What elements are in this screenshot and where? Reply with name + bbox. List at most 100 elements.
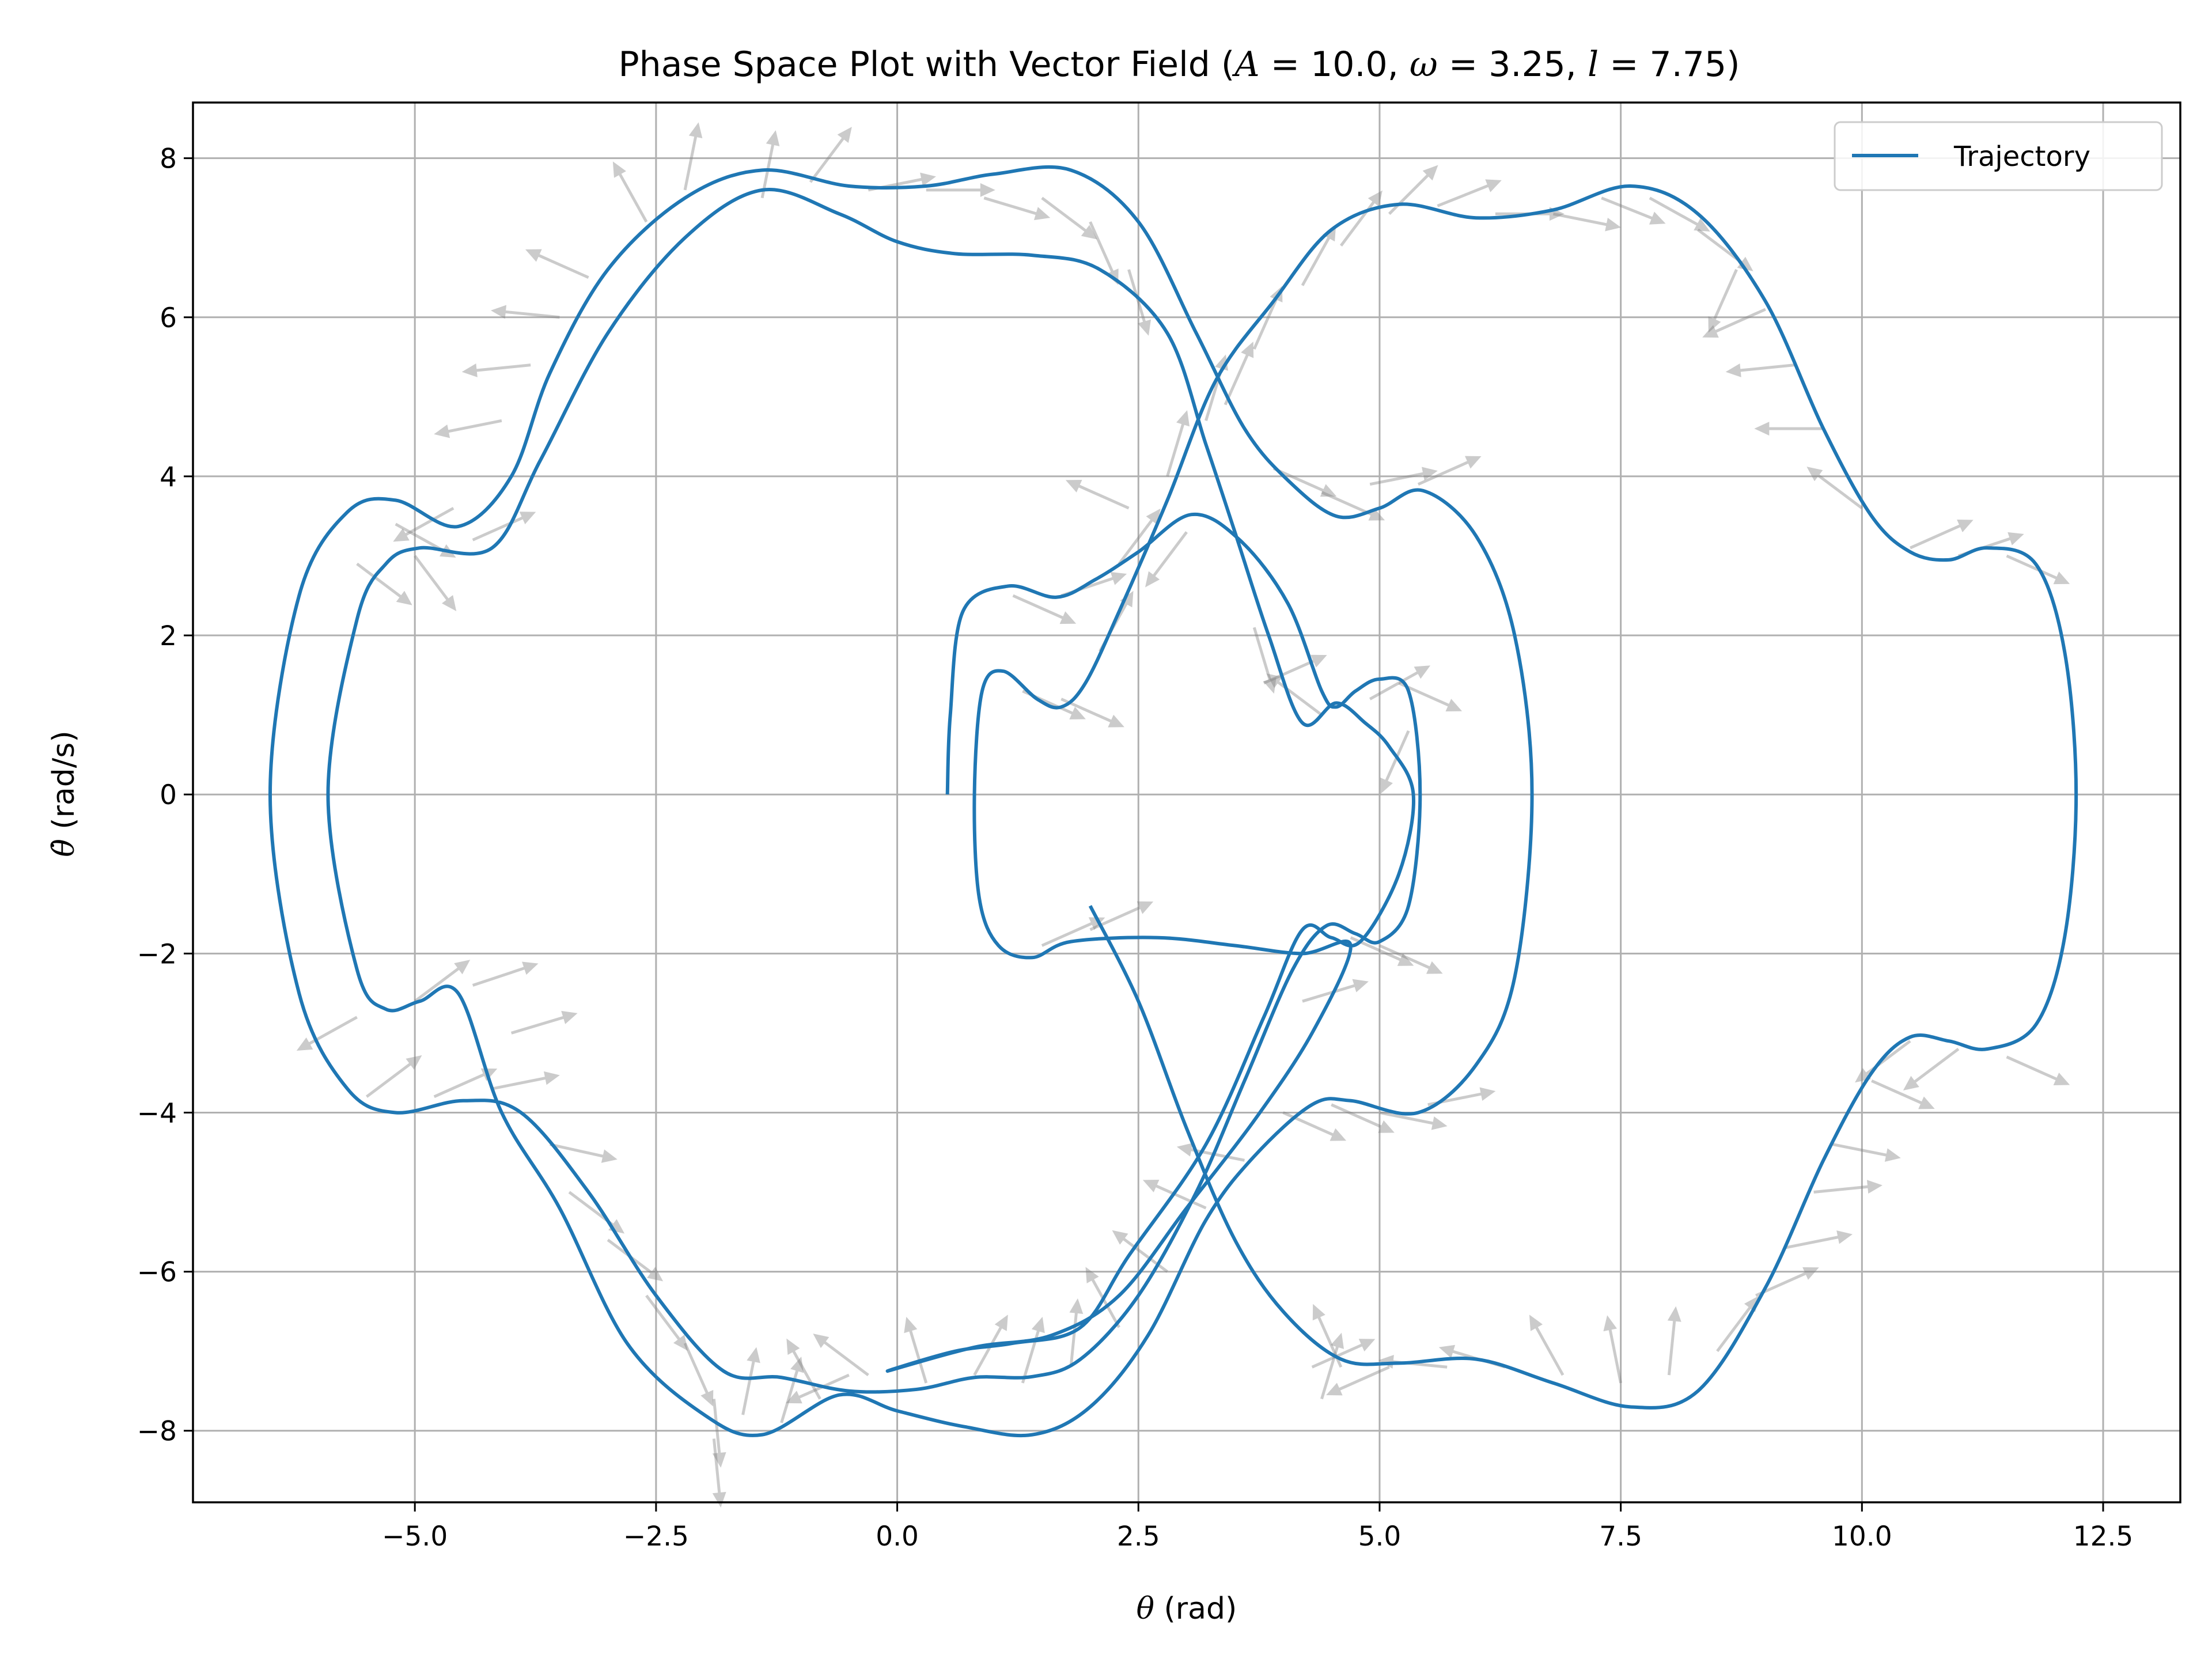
vector-arrow	[780, 1356, 804, 1423]
vector-arrow	[1339, 190, 1382, 247]
y-tick-label: −6	[137, 1257, 177, 1289]
x-axis-ticks: −5.0 −2.5 0.0 2.5 5.0 7.5 10.0 12.5	[382, 1502, 2133, 1552]
vector-arrow	[434, 419, 502, 438]
vector-arrow	[1369, 665, 1431, 700]
vector-arrow	[510, 1010, 578, 1035]
y-tick-label: −2	[137, 938, 177, 970]
vector-arrow	[1142, 1180, 1207, 1210]
vector-arrow	[472, 512, 536, 541]
vector-arrow	[1272, 467, 1337, 497]
vector-arrow	[1379, 1111, 1448, 1130]
x-tick-label: −5.0	[382, 1521, 448, 1552]
x-tick-label: −2.5	[623, 1521, 689, 1552]
vector-arrow	[1282, 1111, 1347, 1141]
vector-arrow	[1266, 673, 1323, 717]
vector-arrow	[712, 1399, 726, 1468]
vector-arrow	[472, 961, 539, 987]
vector-arrow	[1166, 410, 1190, 477]
vector-arrow	[1302, 979, 1369, 1003]
vector-arrow	[1065, 480, 1130, 510]
vector-arrow	[550, 1143, 618, 1163]
vector-arrow	[1603, 1315, 1623, 1384]
chart-title: Phase Space Plot with Vector Field (A = …	[618, 44, 1740, 85]
vector-arrow	[414, 960, 471, 1003]
y-tick-label: 0	[160, 779, 177, 811]
y-tick-label: −4	[137, 1097, 177, 1129]
vector-arrow	[1649, 196, 1710, 232]
vector-arrow	[1813, 1180, 1883, 1194]
vector-arrow	[1069, 1298, 1084, 1368]
y-axis-ticks: −8 −6 −4 −2 0 2 4 6 8	[137, 143, 193, 1448]
vector-arrow	[1871, 1079, 1935, 1109]
vector-arrow	[491, 1071, 560, 1090]
vector-arrow	[645, 1294, 688, 1351]
vector-arrow	[1388, 165, 1438, 215]
vector-arrow	[1252, 627, 1277, 694]
vector-arrow	[1326, 1365, 1390, 1396]
legend: Trajectory	[1834, 121, 2163, 191]
vector-arrow	[1085, 1267, 1120, 1328]
vector-arrow	[2006, 1055, 2070, 1085]
vector-arrow	[809, 127, 852, 183]
vector-arrow	[1754, 422, 1824, 436]
x-tick-label: 12.5	[2073, 1521, 2134, 1552]
series-line-trajectory	[268, 165, 2078, 1438]
vector-arrow	[926, 183, 995, 197]
vector-arrow	[1320, 1332, 1344, 1400]
vector-arrow	[1529, 1315, 1565, 1376]
vector-arrow	[741, 1347, 760, 1415]
vector-arrow	[983, 196, 1051, 221]
vector-arrow	[1041, 196, 1097, 240]
vector-arrow	[813, 1334, 869, 1377]
y-axis-label: θ̇ (rad/s)	[47, 730, 81, 857]
vector-arrow	[1784, 1230, 1853, 1249]
vector-arrow	[1331, 1103, 1395, 1133]
vector-arrow	[414, 555, 457, 611]
vector-arrow	[904, 1316, 928, 1384]
vector-arrow	[1437, 179, 1502, 207]
vector-arrow	[1667, 1306, 1681, 1376]
vector-arrow	[1903, 1048, 1960, 1091]
y-tick-label: 6	[160, 302, 177, 334]
vector-arrow	[1252, 286, 1283, 350]
vector-arrow	[1601, 196, 1666, 225]
vector-arrow	[1417, 456, 1482, 486]
vector-arrow	[296, 1016, 358, 1051]
y-tick-label: 4	[160, 461, 177, 493]
vector-arrow	[393, 506, 454, 542]
vector-arrow	[1041, 917, 1105, 947]
vector-arrow	[491, 305, 560, 319]
vector-arrow	[1725, 363, 1795, 377]
vector-arrow	[712, 1438, 726, 1508]
vector-arrow	[1832, 1143, 1901, 1162]
vector-arrow	[356, 562, 412, 605]
vector-arrow	[1145, 531, 1188, 588]
x-tick-label: 0.0	[876, 1521, 919, 1552]
vector-arrow	[365, 1055, 422, 1098]
vector-arrow	[2006, 554, 2070, 585]
x-axis-label: θ (rad)	[1137, 1592, 1237, 1626]
vector-arrow	[683, 1342, 714, 1407]
x-tick-label: 2.5	[1117, 1521, 1160, 1552]
vector-arrow	[1263, 654, 1327, 685]
vector-arrow	[973, 1315, 1008, 1376]
vector-arrow	[1806, 467, 1863, 510]
vector-arrow	[683, 122, 703, 191]
y-tick-label: 8	[160, 143, 177, 175]
plot-frame	[192, 101, 2181, 1503]
vector-arrow	[1021, 1316, 1045, 1384]
vector-arrow	[1552, 212, 1622, 232]
y-tick-label: 2	[160, 620, 177, 652]
vector-arrow	[1708, 268, 1738, 333]
vector-arrow	[461, 363, 531, 377]
vector-arrow	[1224, 342, 1254, 406]
legend-label-trajectory: Trajectory	[1953, 141, 2090, 173]
vector-arrow	[1012, 594, 1077, 624]
x-tick-label: 5.0	[1358, 1521, 1402, 1552]
grid	[193, 103, 2180, 1502]
vector-arrow	[612, 161, 648, 223]
series-layer	[268, 165, 2078, 1438]
vector-arrow	[1910, 520, 1974, 550]
